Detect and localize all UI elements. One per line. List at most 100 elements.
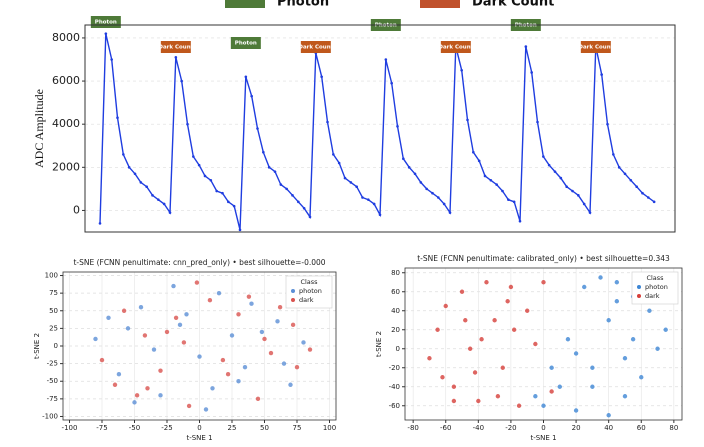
legend-marker — [291, 289, 295, 293]
scatter-point — [440, 375, 445, 380]
x-tick-label: 50 — [260, 424, 269, 432]
x-axis-label: t-SNE 1 — [186, 434, 212, 442]
y-tick-label: -100 — [42, 412, 58, 420]
scatter-point — [476, 398, 481, 404]
y-tick-label: 50 — [49, 307, 58, 315]
data-point — [501, 189, 504, 193]
y-tick-label: 2000 — [52, 160, 80, 173]
data-point — [372, 202, 376, 206]
legend-label: Photon — [277, 0, 329, 10]
data-point — [600, 73, 603, 76]
data-point — [174, 56, 178, 59]
data-point — [197, 163, 201, 167]
scatter-point — [268, 350, 274, 356]
data-point — [180, 79, 183, 83]
scatter-point — [533, 341, 538, 347]
data-point — [378, 213, 382, 217]
scatter-point — [132, 400, 137, 405]
scatter-point — [158, 368, 163, 373]
annotation: Dark Count — [298, 45, 333, 51]
scatter-point — [259, 329, 265, 335]
data-point — [641, 191, 644, 195]
data-point — [559, 176, 563, 180]
data-point — [267, 166, 271, 169]
scatter-point — [186, 403, 192, 409]
data-point — [407, 166, 411, 169]
scatter-point — [142, 333, 148, 338]
scatter-point — [541, 280, 546, 285]
legend-title: Class — [646, 274, 664, 282]
data-point — [291, 194, 294, 197]
chart-title: t-SNE (FCNN penultimate: cnn_pred_only) … — [73, 258, 325, 267]
scatter-point — [495, 394, 501, 399]
data-point — [413, 172, 417, 176]
x-tick-label: 0 — [541, 424, 545, 432]
scatter-point — [467, 346, 473, 351]
scatter-point — [573, 351, 579, 356]
scatter-point — [184, 312, 189, 317]
scatter-point — [639, 375, 644, 380]
x-tick-label: 40 — [604, 424, 613, 432]
scatter-point — [134, 393, 140, 398]
scatter-point — [655, 346, 660, 351]
data-point — [460, 68, 463, 72]
data-point — [285, 187, 288, 191]
y-tick-label: 8000 — [52, 31, 80, 44]
data-point — [617, 166, 621, 169]
data-point — [495, 183, 498, 186]
data-point — [466, 118, 469, 122]
y-tick-label: -75 — [47, 395, 58, 403]
data-point — [186, 122, 189, 126]
scatter-point — [541, 403, 546, 408]
data-point — [139, 181, 143, 184]
scatter-point — [277, 305, 283, 310]
annotation-box — [300, 41, 331, 53]
scatter-point — [151, 347, 157, 352]
scatter-point — [622, 356, 628, 361]
scatter-point — [614, 280, 620, 285]
data-point — [448, 211, 452, 214]
scatter-point — [173, 315, 179, 321]
scatter-point — [479, 337, 484, 342]
data-point — [157, 198, 160, 201]
scatter-point — [197, 354, 202, 359]
scatter-point — [220, 357, 226, 363]
scatter-point — [210, 386, 215, 391]
data-point — [402, 157, 405, 160]
scatter-point — [164, 329, 170, 335]
legend-label: photon — [299, 287, 322, 295]
scatter-point — [590, 365, 595, 370]
data-point — [507, 198, 510, 201]
legend-swatch — [225, 0, 265, 8]
x-axis-label: t-SNE 1 — [530, 434, 556, 442]
scatter-point — [145, 386, 150, 391]
legend-title: Class — [300, 278, 318, 286]
data-point — [145, 185, 148, 189]
data-point — [238, 228, 242, 232]
y-axis-label: t-SNE 2 — [33, 333, 41, 359]
data-point — [577, 194, 580, 197]
data-point — [320, 75, 323, 79]
scatter-point — [125, 326, 131, 331]
scatter-point — [622, 394, 628, 399]
data-point — [367, 198, 370, 201]
scatter-point — [116, 371, 122, 377]
data-point — [250, 94, 253, 98]
annotation: Dark Count — [438, 45, 473, 51]
scatter-point — [590, 384, 595, 389]
annotation: Photon — [235, 41, 257, 47]
data-point — [547, 163, 551, 167]
y-tick-label: 0 — [396, 345, 400, 353]
scatter-point — [203, 407, 209, 412]
data-point — [361, 196, 364, 199]
data-point — [489, 178, 493, 182]
data-point — [151, 194, 154, 197]
data-point — [116, 116, 119, 120]
scatter-point — [525, 308, 530, 313]
x-tick-label: 60 — [637, 424, 646, 432]
scatter-point — [492, 318, 497, 323]
scatter-point — [229, 333, 235, 338]
data-point — [104, 32, 108, 35]
data-point — [472, 150, 475, 154]
